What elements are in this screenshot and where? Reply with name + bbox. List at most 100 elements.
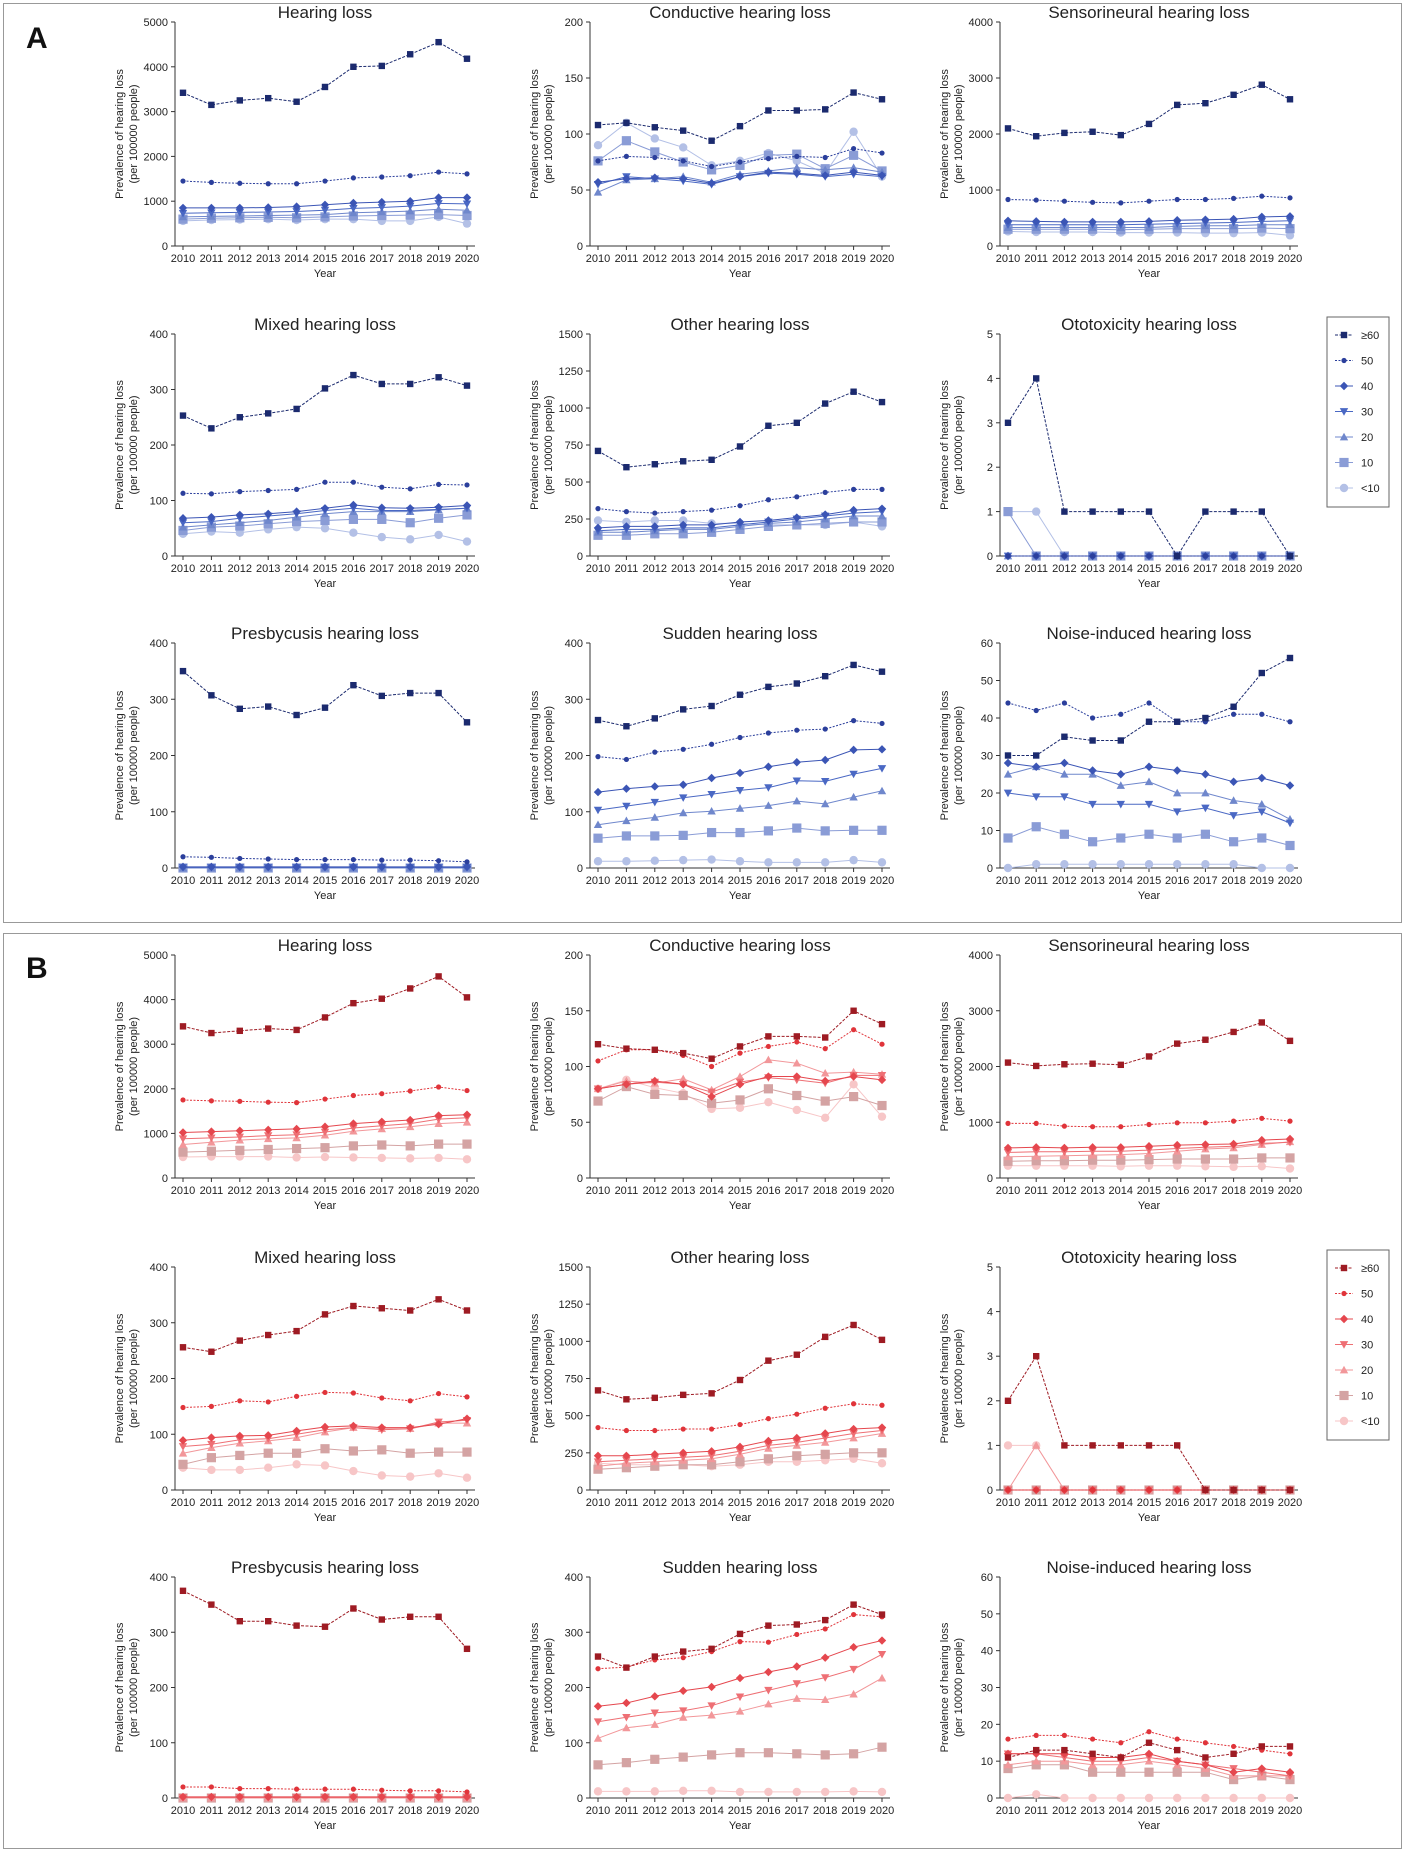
panel-b-sensorineural-hearing-loss-data-point: [1230, 1028, 1237, 1036]
panel-b-hearing-loss-data-point: [320, 1143, 330, 1153]
panel-a-mixed-hearing-loss-data-point: [434, 502, 443, 512]
panel-a-conductive-hearing-loss-data-point: [707, 165, 717, 175]
panel-b-noise-induced-hearing-loss-data-point: [1202, 1754, 1209, 1761]
panel-b-sudden-hearing-loss-x-tick-label: 2020: [870, 1805, 894, 1817]
panel-a-noise-induced-hearing-loss-data-point: [1116, 781, 1125, 789]
panel-a-sudden-hearing-loss-data-point: [735, 768, 745, 778]
panel-a-sudden-hearing-loss-data-point: [765, 683, 772, 691]
panel-b-presbycusis-hearing-loss-data-point: [320, 1792, 330, 1802]
panel-b-sudden-hearing-loss-data-point: [792, 1694, 801, 1702]
panel-a-noise-induced-hearing-loss-x-tick-label: 2019: [1250, 875, 1274, 887]
panel-a-ototoxicity-hearing-loss-title: Ototoxicity hearing loss: [1061, 315, 1237, 334]
panel-a-other-hearing-loss-data-point: [622, 522, 631, 531]
panel-a-noise-induced-hearing-loss-data-point: [1201, 770, 1210, 779]
panel-b-conductive-hearing-loss-data-point: [878, 1020, 886, 1028]
panel-b-sensorineural-hearing-loss-x-axis-label: Year: [1138, 1200, 1161, 1212]
panel-b-hearing-loss-data-point: [292, 1153, 301, 1162]
panel-b-noise-induced-hearing-loss-y-tick-label: 20: [981, 1719, 993, 1731]
panel-a-presbycusis-hearing-loss-data-point: [378, 692, 385, 700]
panel-a-noise-induced-hearing-loss-data-point: [1033, 752, 1040, 759]
panel-b-conductive-hearing-loss-x-tick-label: 2010: [586, 1185, 610, 1197]
panel-b-hearing-loss-data-point: [178, 1147, 188, 1157]
panel-b-other-hearing-loss-data-point: [623, 1427, 630, 1434]
panel-a-conductive-hearing-loss-x-tick-label: 2010: [586, 253, 610, 265]
panel-b-sensorineural-hearing-loss-data-point: [1033, 1120, 1039, 1126]
panel-b-noise-induced-hearing-loss-x-tick-label: 2012: [1052, 1805, 1076, 1817]
panel-a-noise-induced-hearing-loss-series-10: [1003, 822, 1295, 851]
panel-a-mixed-hearing-loss-data-point: [208, 425, 215, 432]
panel-a-noise-induced-hearing-loss-data-point: [1003, 758, 1013, 768]
panel-b-noise-induced-hearing-loss-data-point: [1229, 1774, 1239, 1785]
panel-a-sudden-hearing-loss-chart: Sudden hearing loss 0 100 200 300 400 2010 2011…: [529, 624, 894, 902]
panel-a-other-hearing-loss-data-point: [594, 447, 602, 455]
panel-a-noise-induced-hearing-loss-data-point: [1146, 700, 1152, 706]
panel-a-sudden-hearing-loss-data-point: [595, 754, 601, 760]
panel-b-sensorineural-hearing-loss-data-point: [1032, 1148, 1041, 1156]
panel-a-other-hearing-loss-data-point: [765, 497, 772, 503]
panel-b-sensorineural-hearing-loss-data-point: [1116, 1147, 1125, 1156]
panel-b-conductive-hearing-loss-data-point: [877, 1112, 887, 1121]
panel-b-sudden-hearing-loss-data-point: [651, 1653, 658, 1660]
panel-a-sudden-hearing-loss-data-point: [821, 755, 830, 765]
panel-b-conductive-hearing-loss-x-tick-label: 2020: [870, 1185, 894, 1197]
panel-a-noise-induced-hearing-loss-data-point: [1032, 762, 1041, 771]
panel-a-sudden-hearing-loss-data-point: [650, 831, 660, 841]
panel-a-hearing-loss-series-40: [178, 193, 472, 213]
panel-b-sensorineural-hearing-loss-data-point: [1146, 1121, 1152, 1128]
panel-a-conductive-hearing-loss-series-40: [593, 167, 887, 188]
panel-a-hearing-loss-data-point: [265, 181, 271, 187]
panel-b-presbycusis-hearing-loss-data-point: [292, 1792, 301, 1802]
panel-a-sudden-hearing-loss-data-point: [735, 827, 745, 838]
panel-b-sensorineural-hearing-loss-data-point: [1031, 1156, 1041, 1166]
panel-a-conductive-hearing-loss-data-point: [792, 163, 801, 171]
panel-a-conductive-hearing-loss-data-point: [792, 156, 801, 166]
panel-a-noise-induced-hearing-loss-data-point: [1285, 819, 1295, 828]
panel-a-conductive-hearing-loss-x-tick-label: 2013: [671, 253, 695, 265]
panel-a-mixed-hearing-loss-x-tick-label: 2013: [256, 563, 280, 575]
panel-b-sudden-hearing-loss-x-tick-label: 2015: [728, 1805, 752, 1817]
panel-b-mixed-hearing-loss-data-point: [377, 1423, 386, 1432]
panel-a-sudden-hearing-loss-data-point: [821, 778, 830, 786]
panel-a-presbycusis-hearing-loss-data-point: [350, 681, 357, 689]
panel-a-sensorineural-hearing-loss-data-point: [1060, 217, 1069, 227]
panel-b-other-hearing-loss-data-point: [877, 1423, 887, 1432]
panel-a-noise-induced-hearing-loss-x-tick-label: 2018: [1221, 875, 1245, 887]
panel-a-hearing-loss-data-point: [180, 178, 186, 184]
panel-b-sudden-hearing-loss-data-point: [595, 1666, 601, 1672]
panel-b-conductive-hearing-loss-data-point: [849, 1072, 858, 1081]
panel-a-ototoxicity-hearing-loss-data-point: [1231, 553, 1237, 559]
panel-a-sensorineural-hearing-loss-data-point: [1005, 196, 1011, 203]
panel-a-noise-induced-hearing-loss-data-point: [1229, 812, 1238, 820]
panel-a-presbycusis-hearing-loss-data-point: [236, 705, 243, 713]
panel-b-hearing-loss-data-point: [407, 1088, 413, 1094]
panel-a-conductive-hearing-loss-data-point: [792, 169, 801, 178]
panel-b-hearing-loss-data-point: [350, 1092, 356, 1099]
panel-b-noise-induced-hearing-loss-data-point: [1033, 1732, 1039, 1738]
panel-a-noise-induced-hearing-loss-data-point: [1144, 762, 1154, 771]
panel-b-sensorineural-hearing-loss-data-point: [1003, 1148, 1013, 1157]
panel-a-label: A: [26, 22, 48, 55]
panel-b-hearing-loss-data-point: [434, 1153, 443, 1163]
panel-a-mixed-hearing-loss-data-point: [463, 382, 471, 389]
panel-a-sudden-hearing-loss-data-point: [792, 823, 802, 833]
panel-a-ototoxicity-hearing-loss-y-tick-label: 2: [987, 462, 993, 474]
panel-a-noise-induced-hearing-loss-data-point: [1060, 860, 1069, 869]
panel-b-presbycusis-hearing-loss-data-point: [235, 1792, 244, 1802]
panel-a-presbycusis-hearing-loss-data-point: [264, 862, 273, 872]
panel-b-sudden-hearing-loss-x-tick-label: 2016: [756, 1805, 780, 1817]
panel-a-other-hearing-loss-data-point: [764, 516, 773, 525]
panel-b-sudden-hearing-loss-data-point: [707, 1786, 716, 1796]
panel-a-sensorineural-hearing-loss-data-point: [1004, 125, 1012, 132]
panel-b-conductive-hearing-loss-data-point: [821, 1068, 830, 1077]
panel-a-hearing-loss-data-point: [464, 171, 470, 177]
panel-b-hearing-loss-y-axis-label: Prevalence of hearing loss (per 100000 pe…: [114, 1001, 140, 1131]
panel-b-noise-induced-hearing-loss-data-point: [1032, 1790, 1041, 1799]
panel-b-ototoxicity-hearing-loss-data-point: [1089, 1442, 1096, 1449]
panel-b-sudden-hearing-loss-data-point: [650, 1709, 659, 1718]
panel-b-mixed-hearing-loss-data-point: [434, 1469, 443, 1478]
panel-a-mixed-hearing-loss-data-point: [178, 514, 188, 523]
panel-b-mixed-hearing-loss-data-point: [436, 1390, 442, 1397]
panel-a-other-hearing-loss-x-tick-label: 2019: [841, 563, 865, 575]
panel-b-noise-induced-hearing-loss-data-point: [1174, 1736, 1180, 1742]
panel-b-hearing-loss-data-point: [292, 1143, 302, 1154]
